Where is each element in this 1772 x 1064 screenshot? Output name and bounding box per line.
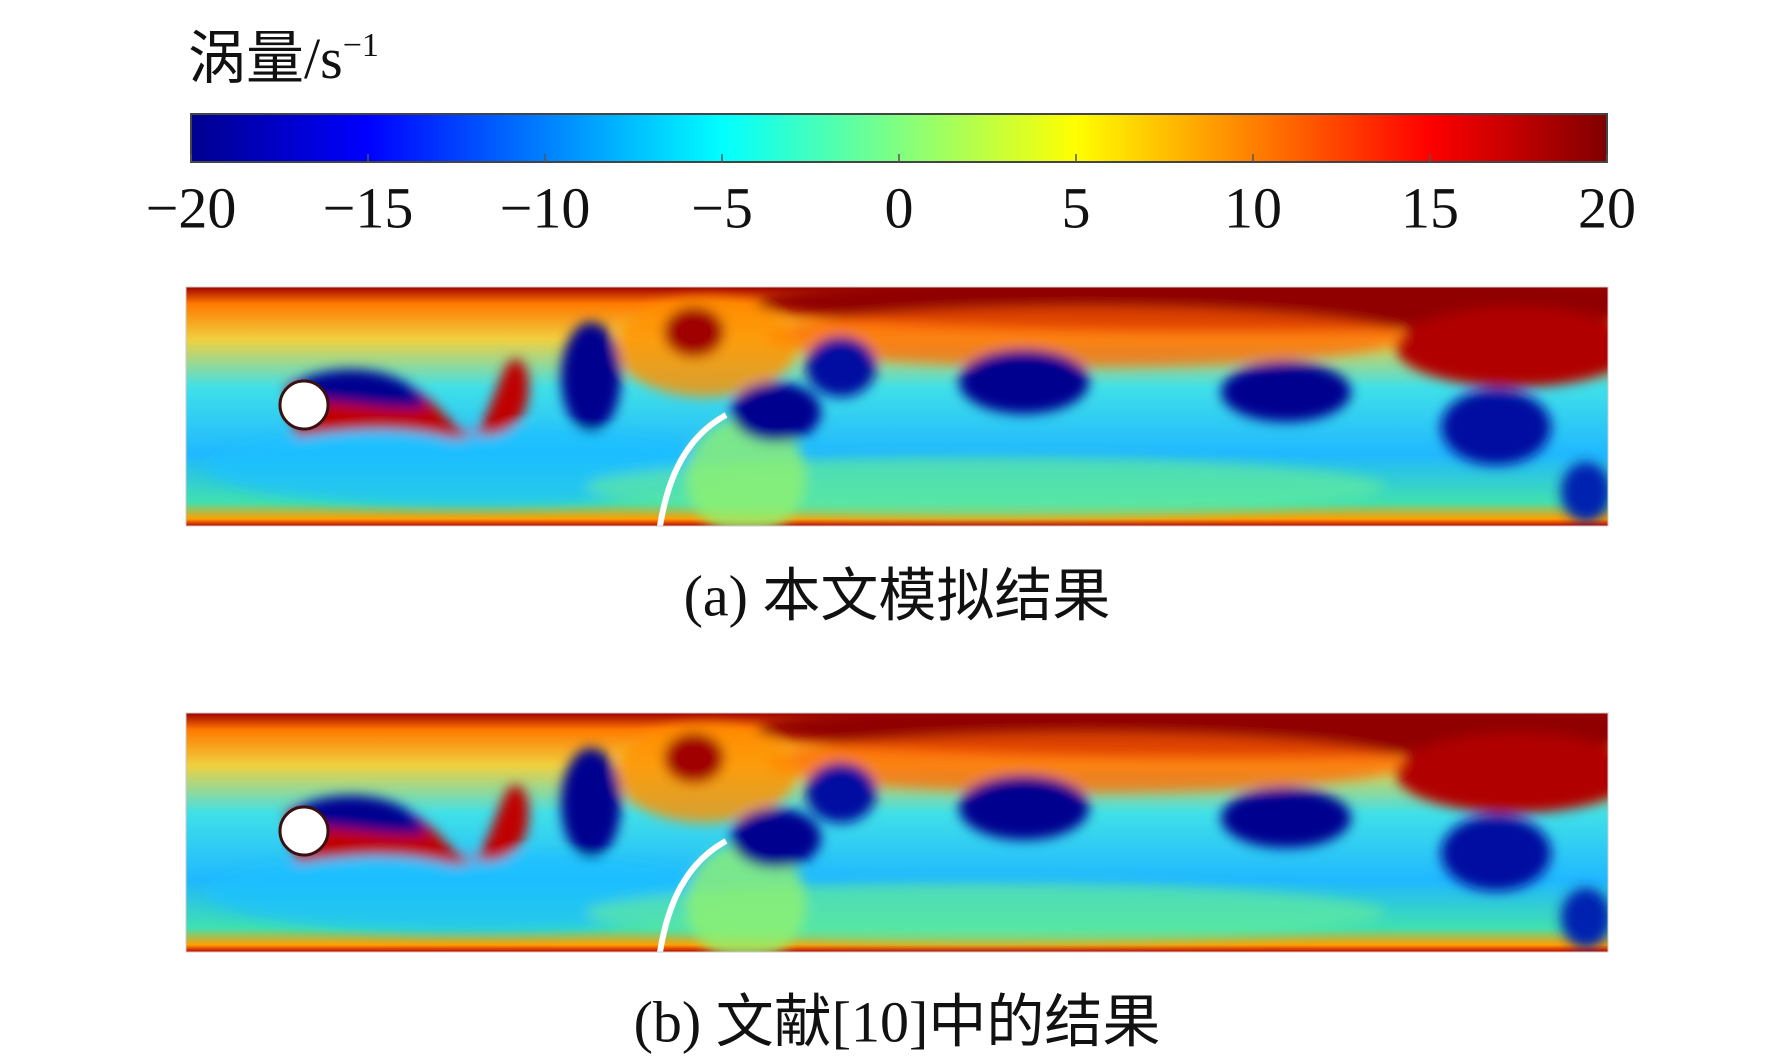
colorbar-tick-label: 0 [885, 175, 914, 240]
colorbar-tick-label: −5 [691, 175, 753, 240]
colorbar-tick-label: 15 [1401, 175, 1459, 240]
colorbar-tick-label: 5 [1062, 175, 1091, 240]
colorbar-tick-label: −20 [146, 175, 237, 240]
colorbar-tick-label: 20 [1578, 175, 1636, 240]
panel-frame [185, 286, 1609, 527]
colorbar-tick-label: 10 [1224, 175, 1282, 240]
caption: (a) 本文模拟结果 [684, 563, 1111, 628]
panel-frame [185, 712, 1609, 953]
vorticity-field-b [186, 700, 1716, 963]
colorbar-tick-label: −15 [323, 175, 414, 240]
colorbar-title: 涡量/s−1 [188, 26, 379, 91]
colorbar-tick-label: −10 [500, 175, 591, 240]
caption: (b) 文献[10]中的结果 [634, 989, 1161, 1054]
vorticity-field-a [186, 274, 1716, 537]
